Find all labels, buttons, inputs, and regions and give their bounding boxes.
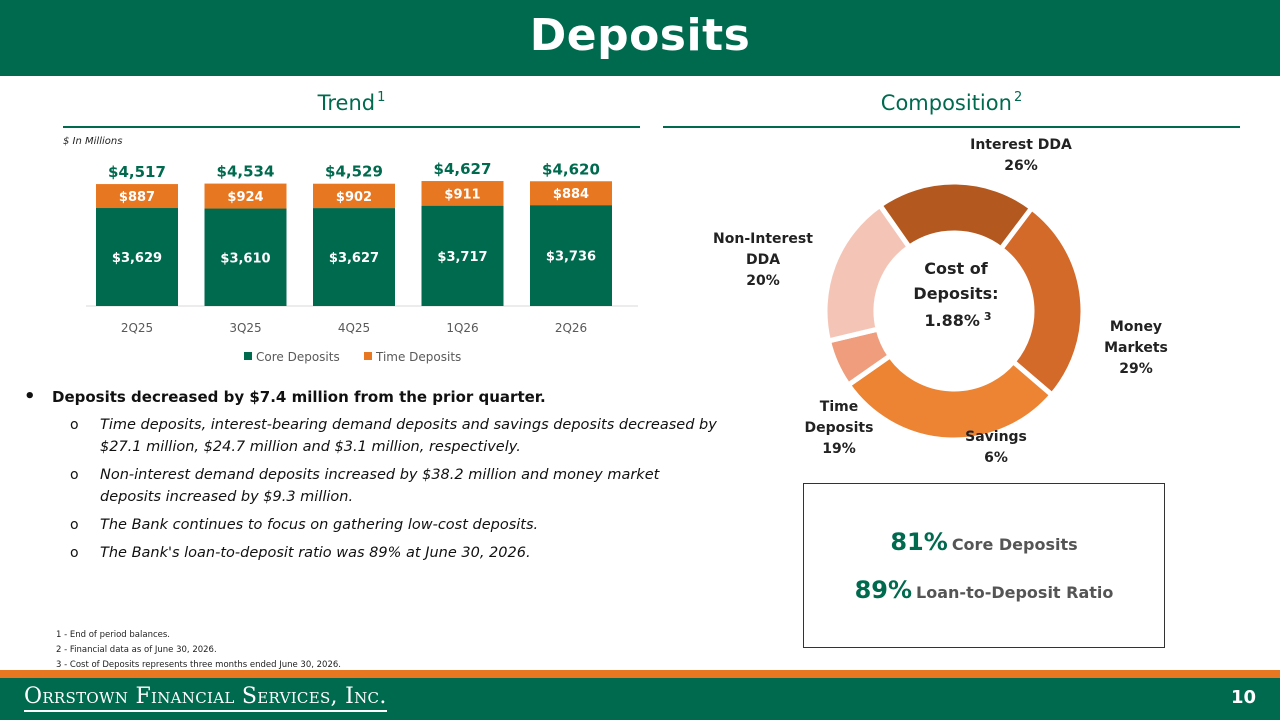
data-label-time: $887 — [119, 190, 155, 205]
trend-section-header: Trend 1 — [63, 90, 640, 128]
donut-slice-label-line: Interest DDA — [970, 137, 1072, 153]
stat-label: Core Deposits — [951, 535, 1078, 554]
bar-time-deposits — [313, 183, 395, 209]
data-label-time: $884 — [553, 187, 589, 202]
data-label-total: $4,517 — [108, 163, 166, 181]
title-bar: Deposits — [0, 0, 1280, 76]
footer-bar: Orrstown Financial Services, Inc. 10 — [0, 678, 1280, 720]
bar-core-deposits — [96, 208, 178, 306]
donut-slice — [877, 179, 1035, 252]
deposits-trend-bar-chart: $3,629 $887 $4,517 2Q25 $3,610 $924 $4,534 3Q25… — [86, 160, 638, 364]
donut-slice-label: Money Markets 29% — [1104, 319, 1168, 377]
composition-footnote-marker: 2 — [1013, 90, 1023, 105]
donut-slice-label: Savings 6% — [965, 429, 1027, 466]
data-label-core: $3,610 — [220, 251, 270, 266]
data-label-time: $924 — [227, 190, 263, 205]
donut-center-value: 1.88% 3 — [924, 310, 991, 330]
donut-slice-label-line: 26% — [1004, 158, 1038, 174]
page-number: 10 — [1230, 687, 1256, 708]
sub-bullet: Non-interest demand deposits increased b… — [22, 464, 722, 508]
trend-footnote-marker: 1 — [377, 90, 386, 105]
donut-slice — [998, 205, 1086, 398]
data-label-total: $4,620 — [542, 160, 600, 178]
sub-bullet-list: Time deposits, interest-bearing demand d… — [22, 414, 722, 564]
sub-bullet: Time deposits, interest-bearing demand d… — [22, 414, 722, 458]
donut-slice-label: Interest DDA 26% — [970, 137, 1072, 174]
donut-slice-label-line: Deposits — [805, 420, 874, 436]
x-tick-label: 1Q26 — [446, 321, 478, 335]
data-label-total: $4,627 — [434, 160, 492, 178]
donut-slice-label-line: Savings — [965, 429, 1027, 445]
donut-center-line1: Cost of — [924, 259, 988, 278]
commentary-bullets: Deposits decreased by $7.4 million from … — [22, 386, 722, 570]
bar-core-deposits — [421, 205, 504, 306]
trend-header-label: Trend — [317, 91, 376, 115]
donut-slice-label-line: 19% — [822, 441, 856, 457]
donut-center-line2: Deposits: — [913, 284, 998, 303]
x-tick-label: 4Q25 — [338, 321, 370, 335]
data-label-core: $3,717 — [437, 250, 487, 265]
donut-slice-label-line: 6% — [984, 450, 1008, 466]
x-tick-label: 2Q25 — [121, 321, 153, 335]
x-tick-label: 2Q26 — [555, 321, 587, 335]
legend-swatch-core — [244, 352, 252, 360]
bar-core-deposits — [204, 208, 287, 306]
donut-slice — [845, 353, 1055, 443]
donut-slice-label-line: Markets — [1104, 340, 1168, 356]
data-label-core: $3,627 — [329, 251, 379, 266]
footer-accent-stripe — [0, 670, 1280, 678]
legend-label-core: Core Deposits — [256, 350, 340, 364]
bullet-main: Deposits decreased by $7.4 million from … — [22, 386, 722, 408]
bar-time-deposits — [530, 181, 612, 206]
donut-slice-label-line: Money — [1110, 319, 1162, 335]
bar-time-deposits — [421, 181, 504, 206]
data-label-total: $4,529 — [325, 163, 383, 181]
page-title: Deposits — [529, 10, 751, 61]
data-label-core: $3,736 — [546, 250, 596, 265]
footnote: 3 - Cost of Deposits represents three mo… — [56, 660, 341, 670]
stat-loan-to-deposit: 89% Loan-to-Deposit Ratio — [804, 576, 1164, 604]
donut-slice-label-line: Time — [820, 399, 858, 415]
footnote: 1 - End of period balances. — [56, 630, 171, 640]
donut-slice-label-line: DDA — [746, 252, 780, 268]
legend-label-time: Time Deposits — [375, 350, 461, 364]
stat-value: 81% — [890, 528, 948, 556]
stat-core-deposits: 81% Core Deposits — [804, 528, 1164, 556]
donut-slice-label: Non-Interest DDA 20% — [713, 231, 813, 289]
stat-value: 89% — [854, 576, 913, 604]
bar-time-deposits — [204, 183, 287, 209]
company-logo: Orrstown Financial Services, Inc. — [24, 684, 387, 712]
cost-of-deposits-value: 1.88% — [924, 311, 980, 330]
stat-label: Loan-to-Deposit Ratio — [916, 583, 1114, 602]
donut-slice-label-line: Non-Interest — [713, 231, 813, 247]
key-stats-box: 81% Core Deposits 89% Loan-to-Deposit Rati… — [803, 483, 1165, 648]
data-label-time: $911 — [444, 187, 480, 202]
chart-units-note: $ In Millions — [63, 136, 123, 147]
composition-header-label: Composition — [880, 91, 1012, 115]
footnotes: 1 - End of period balances. 2 - Financia… — [56, 628, 341, 673]
sub-bullet: The Bank's loan-to-deposit ratio was 89%… — [22, 542, 722, 564]
composition-section-header: Composition 2 — [663, 90, 1240, 128]
donut-slice-label-line: 20% — [746, 273, 780, 289]
x-tick-label: 3Q25 — [229, 321, 261, 335]
cost-of-deposits-footnote-marker: 3 — [984, 310, 992, 323]
sub-bullet: The Bank continues to focus on gathering… — [22, 514, 722, 536]
footnote: 2 - Financial data as of June 30, 2026. — [56, 645, 217, 655]
donut-slice-label: Time Deposits 19% — [805, 399, 874, 457]
data-label-time: $902 — [336, 190, 372, 205]
data-label-total: $4,534 — [217, 163, 275, 181]
data-label-core: $3,629 — [112, 251, 162, 266]
bar-core-deposits — [313, 208, 395, 306]
bar-core-deposits — [530, 205, 612, 306]
deposit-composition-donut-chart: Interest DDA 26% Money Markets 29% Savings 6% T… — [713, 137, 1168, 466]
donut-slice-label-line: 29% — [1119, 361, 1153, 377]
bar-time-deposits — [96, 184, 178, 209]
legend-swatch-time — [364, 352, 372, 360]
